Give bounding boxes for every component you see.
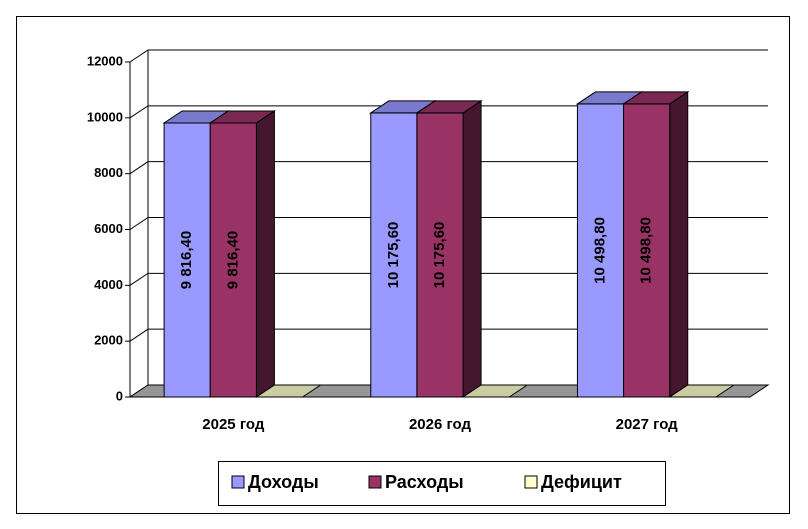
bar-top [208,110,277,124]
bar [209,122,257,398]
bar-top [461,384,529,398]
y-tick-label: 12000 [87,53,123,68]
x-tick-label: 2026 год [409,416,472,433]
bar-side [669,90,689,398]
x-tick-label: 2027 год [616,416,679,433]
legend-box [218,461,666,506]
data-label: 10 498,80 [591,217,608,284]
legend-label: Дефицит [541,472,622,492]
data-label: 10 175,60 [431,222,448,289]
bar-top [254,384,323,398]
legend-swatch [368,475,382,489]
y-tick-label: 8000 [94,165,123,180]
y-tick-label: 6000 [94,221,123,236]
bar [623,103,671,398]
legend-label: Расходы [385,472,464,492]
bar-top [668,384,736,398]
y-tick-label: 2000 [94,333,123,348]
legend-swatch [231,475,245,489]
bar [416,112,464,398]
y-tick-label: 0 [116,388,123,403]
data-label: 10 498,80 [638,217,655,284]
legend-swatch [524,475,538,489]
y-tick-label: 10000 [87,109,123,124]
legend-label: Доходы [248,472,319,492]
data-label: 9 816,40 [224,231,241,289]
data-label: 9 816,40 [178,231,195,289]
bar-top [621,91,690,105]
x-tick-label: 2025 год [202,416,265,433]
bar-top [415,100,483,114]
bar-side [255,110,275,398]
data-label: 10 175,60 [385,222,402,289]
y-tick-label: 4000 [94,277,123,292]
bar [576,103,625,398]
bar-side [462,99,482,398]
